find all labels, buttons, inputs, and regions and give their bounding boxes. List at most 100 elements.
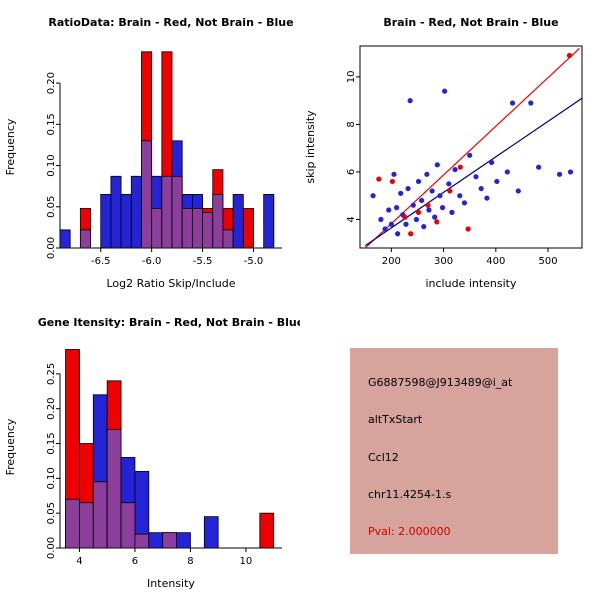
data-point-red [408,231,414,237]
fit-line-navy [364,97,582,247]
panel-ratio-histogram: RatioData: Brain - Red, Not Brain - Blue… [0,0,300,300]
data-point-blue [567,169,574,175]
data-point-blue [467,152,473,158]
y-tick-label: 0.10 [46,154,57,176]
data-point-red [447,188,453,194]
hist-bar-blue [59,229,71,249]
hist-bar-overlap [161,175,173,249]
data-point-blue [489,159,495,166]
data-point-blue [439,205,446,211]
data-point-blue [457,193,463,199]
data-point-blue [556,171,563,177]
event-type-text: altTxStart [368,413,423,427]
y-tick-label: 0.05 [46,196,57,218]
panel-gene-intensity-histogram: Gene Itensity: Brain - Red, Not Brain - … [0,300,304,600]
data-point-blue [432,214,438,220]
y-axis-label: Frequency [4,418,17,475]
data-point-blue [407,98,413,104]
y-tick-label: 10 [346,71,357,84]
x-axis-label: Intensity [147,577,195,590]
plot-box [359,45,583,249]
data-point-red [376,176,382,182]
y-tick-label: 0.25 [46,363,57,385]
hist-bar-overlap [171,175,183,249]
y-tick-label: 0.05 [46,502,57,524]
x-tick-label: 500 [539,256,558,267]
y-tick-label: 0.15 [46,432,57,454]
data-point-blue [515,188,521,194]
hist-bar-blue [110,175,122,249]
x-tick-label: -5.5 [193,256,213,267]
hist-bar-blue [148,532,164,549]
data-point-blue [509,100,516,106]
data-point-blue [449,209,455,215]
data-point-blue [442,88,448,94]
x-tick-label: 200 [382,256,401,267]
hist-bar-overlap [120,502,136,549]
gene-info-box: G6887598@J913489@i_at altTxStart Ccl12 c… [350,348,558,554]
ratio-histogram-chart: RatioData: Brain - Red, Not Brain - Blue… [4,16,294,290]
hist-bar-overlap [106,429,122,549]
data-point-blue [452,166,458,173]
hist-bar-overlap [65,498,80,549]
data-point-blue [378,216,384,223]
data-point-blue [473,174,479,180]
data-point-blue [426,207,432,213]
hist-bar-blue [232,194,244,249]
hist-bar-overlap [92,481,108,549]
x-axis-label: Log2 Ratio Skip/Include [106,277,235,290]
pval-text: Pval: 2.000000 [368,525,451,538]
hist-bar-overlap [141,140,153,249]
hist-bar-overlap [222,229,234,249]
data-point-red [402,214,408,220]
data-point-blue [478,185,484,192]
x-tick-label: 4 [76,556,82,567]
gene-intensity-histogram-chart: Gene Itensity: Brain - Red, Not Brain - … [4,316,304,590]
hist-bar-overlap [181,208,193,249]
chromosome-text: chr11.4254-1.s [368,487,452,501]
x-tick-label: -6.5 [91,256,111,267]
data-point-blue [393,205,400,211]
panel-intensity-scatter: Brain - Red, Not Brain - Blue 200 300 400 50… [300,0,600,300]
data-point-blue [421,224,427,230]
data-point-blue [395,231,401,237]
x-tick-label: 300 [434,256,453,267]
hist-bar-overlap [191,208,203,249]
data-point-blue [504,169,510,175]
data-point-blue [446,181,452,187]
hist-bar-overlap [79,229,91,249]
data-point-red [465,226,471,232]
data-point-blue [419,197,425,204]
data-point-red [415,209,422,215]
chart-title: RatioData: Brain - Red, Not Brain - Blue [48,16,293,29]
data-point-blue [429,188,435,194]
y-tick-label: 0.20 [46,72,57,94]
data-point-blue [484,195,490,201]
y-tick-label: 8 [346,121,357,127]
y-tick-label: 0.10 [46,467,57,489]
fit-line-red [364,47,580,248]
panel-gene-info: G6887598@J913489@i_at altTxStart Ccl12 c… [300,300,600,600]
data-point-blue [370,193,376,199]
x-tick-label: 10 [240,556,253,567]
y-axis-label: skip intensity [304,110,317,184]
data-point-blue [494,178,500,185]
hist-bar-overlap [134,533,150,549]
hist-bar-red [242,208,254,249]
hist-bar-blue [203,516,219,549]
chart-title: Gene Itensity: Brain - Red, Not Brain - … [38,316,300,329]
hist-bar-blue [120,194,132,249]
data-point-blue [415,178,422,185]
hist-bar-blue [263,194,275,249]
y-tick-label: 6 [346,169,357,175]
y-tick-label: 4 [346,216,357,222]
y-tick-label: 0.00 [46,537,57,559]
data-point-blue [528,100,534,106]
hist-bar-blue [130,175,142,249]
chart-title: Brain - Red, Not Brain - Blue [383,16,558,29]
intensity-scatter-chart: Brain - Red, Not Brain - Blue 200 300 400 50… [304,16,583,290]
data-point-blue [386,207,392,213]
data-point-blue [382,226,388,232]
hist-bar-overlap [151,208,163,249]
